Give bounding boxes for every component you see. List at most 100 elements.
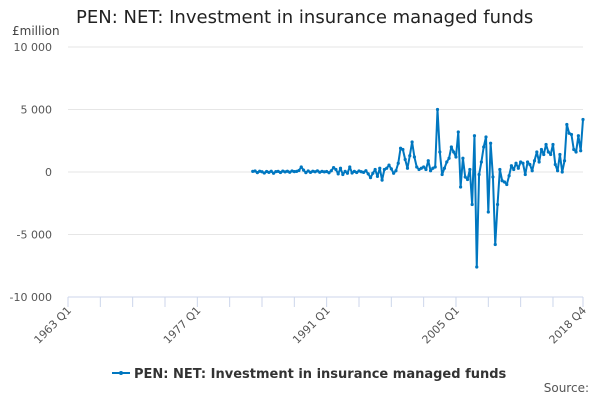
- y-tick-label: 0: [45, 166, 52, 179]
- data-point: [422, 165, 426, 169]
- data-point: [378, 166, 382, 170]
- data-point: [405, 166, 410, 170]
- y-tick-label: 5 000: [21, 104, 53, 117]
- data-point: [315, 169, 320, 173]
- data-point: [394, 169, 398, 173]
- data-point: [255, 171, 259, 175]
- data-point: [375, 174, 380, 178]
- data-point: [489, 141, 493, 145]
- data-point: [514, 161, 518, 165]
- data-point: [362, 170, 366, 174]
- data-point: [539, 147, 544, 152]
- data-point: [364, 169, 368, 173]
- data-point: [482, 145, 486, 149]
- data-point: [262, 171, 266, 175]
- data-point: [523, 172, 527, 177]
- data-point: [477, 172, 481, 177]
- series-line: [252, 108, 584, 268]
- data-point: [341, 172, 345, 177]
- data-point: [396, 161, 400, 165]
- data-point: [301, 168, 306, 172]
- data-point: [304, 171, 308, 175]
- data-point: [331, 166, 336, 170]
- data-point: [392, 171, 396, 175]
- data-point: [435, 107, 440, 112]
- data-point: [565, 122, 569, 127]
- data-point: [299, 165, 303, 169]
- x-tick-label: 1991 Q1: [290, 304, 333, 347]
- data-point: [505, 182, 509, 187]
- data-point: [512, 167, 516, 172]
- data-point: [426, 159, 430, 163]
- data-point: [442, 166, 447, 170]
- data-point: [403, 157, 407, 162]
- data-point: [338, 166, 343, 170]
- data-point: [468, 167, 472, 172]
- data-point: [424, 167, 428, 172]
- data-point: [385, 166, 389, 170]
- data-point: [546, 150, 550, 154]
- data-point: [336, 172, 340, 176]
- data-point: [343, 169, 347, 173]
- data-point: [292, 170, 296, 174]
- data-point: [551, 142, 555, 147]
- data-point: [440, 172, 444, 177]
- y-tick-label: 10 000: [14, 41, 53, 54]
- y-tick-label: -5 000: [17, 229, 52, 242]
- data-point: [269, 169, 273, 173]
- data-point: [553, 162, 557, 167]
- data-point: [389, 167, 393, 171]
- data-point: [558, 152, 562, 157]
- data-point: [479, 160, 483, 164]
- data-point: [574, 150, 578, 154]
- data-point: [542, 152, 546, 157]
- data-point: [433, 165, 437, 169]
- data-point: [475, 265, 479, 269]
- data-point: [412, 155, 417, 159]
- data-point: [521, 161, 525, 165]
- data-point: [502, 180, 507, 184]
- data-point: [350, 171, 354, 175]
- data-point: [509, 164, 514, 168]
- data-point: [549, 152, 553, 157]
- data-point: [329, 169, 333, 173]
- data-point: [493, 242, 497, 247]
- data-point: [348, 165, 352, 169]
- data-point: [306, 169, 310, 173]
- data-point: [525, 160, 530, 164]
- data-point: [528, 162, 532, 167]
- data-point: [579, 149, 583, 153]
- data-point: [581, 117, 585, 122]
- data-point: [380, 178, 384, 182]
- data-point: [253, 169, 257, 173]
- data-point: [472, 134, 477, 138]
- data-point: [560, 170, 564, 174]
- data-point: [463, 175, 467, 179]
- data-point: [445, 160, 449, 164]
- data-point: [470, 202, 474, 207]
- data-point: [532, 159, 537, 163]
- data-point: [415, 165, 419, 169]
- data-point: [366, 172, 370, 176]
- data-point: [410, 140, 414, 144]
- data-point: [562, 159, 567, 163]
- data-point: [454, 155, 458, 159]
- data-point: [327, 171, 331, 175]
- data-point: [452, 150, 456, 154]
- data-point: [486, 210, 490, 214]
- data-point: [459, 185, 463, 189]
- data-point: [368, 176, 373, 180]
- data-point: [516, 166, 520, 170]
- data-point: [535, 150, 539, 154]
- data-point: [491, 175, 495, 179]
- data-point: [498, 167, 502, 172]
- data-point: [537, 160, 541, 164]
- x-tick-label: 2005 Q1: [420, 304, 463, 347]
- data-point: [461, 156, 465, 160]
- source-label: Source:: [543, 381, 589, 395]
- legend-item[interactable]: PEN: NET: Investment in insurance manage…: [134, 367, 507, 382]
- data-point: [271, 171, 276, 175]
- data-point: [334, 167, 338, 172]
- data-point: [569, 132, 574, 137]
